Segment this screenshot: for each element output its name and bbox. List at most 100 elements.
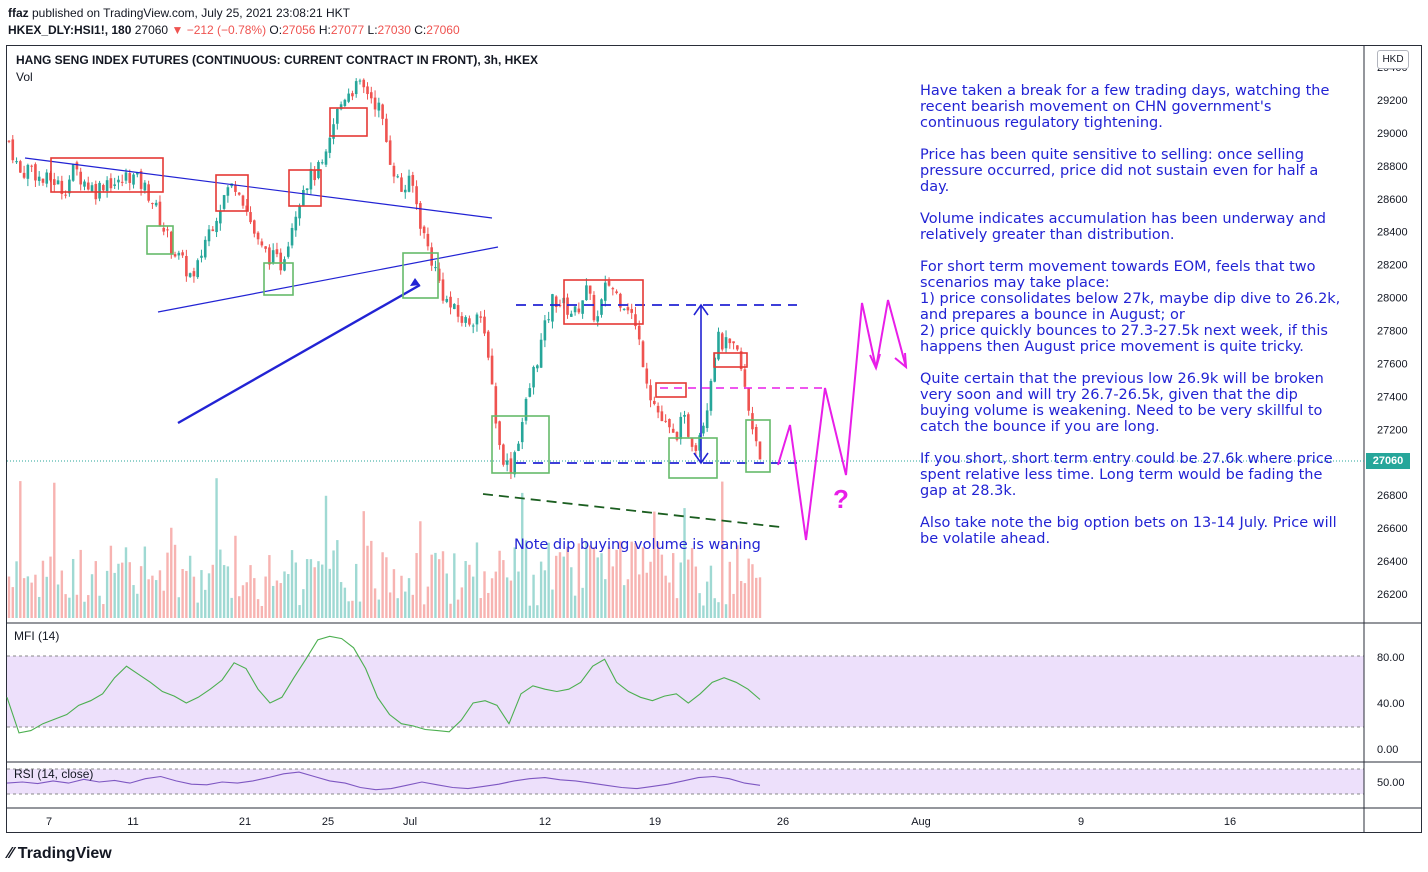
candle-body	[464, 317, 467, 323]
volume-bar	[702, 605, 705, 618]
volume-bar	[309, 559, 313, 618]
volume-bar	[83, 601, 86, 618]
candle-body	[279, 252, 283, 271]
candle-body	[211, 229, 215, 232]
candle-body	[551, 294, 554, 322]
volume-bar	[298, 605, 301, 618]
price-tick-label: 26600	[1377, 523, 1408, 535]
candle-body	[679, 416, 683, 440]
price-tick-label: 28000	[1377, 293, 1408, 305]
mfi-line	[6, 635, 761, 734]
green-box[interactable]	[263, 262, 294, 296]
red-box[interactable]	[288, 169, 322, 207]
candle-body	[203, 239, 207, 258]
volume-trendline[interactable]	[482, 493, 781, 528]
red-box[interactable]	[563, 279, 644, 325]
time-tick-label: Aug	[911, 816, 931, 828]
volume-bar	[483, 571, 486, 618]
green-box[interactable]	[146, 225, 174, 255]
price-tick-label: 26800	[1377, 490, 1408, 502]
candle-body	[660, 411, 664, 422]
volume-bar	[71, 558, 75, 618]
candle-body	[649, 385, 652, 401]
green-box[interactable]	[491, 415, 550, 474]
candle-body	[162, 227, 166, 232]
projection-zigzag[interactable]	[777, 299, 907, 541]
support-trendline[interactable]	[157, 246, 499, 313]
volume-bar	[419, 521, 422, 618]
currency-button[interactable]: HKD	[1377, 50, 1409, 69]
candle-body	[369, 92, 373, 99]
candle-body	[388, 140, 392, 165]
red-box[interactable]	[713, 352, 748, 368]
red-box[interactable]	[50, 157, 164, 193]
volume-bar	[694, 566, 698, 618]
price-tick-label: 29000	[1377, 128, 1408, 140]
red-box[interactable]	[655, 382, 687, 398]
green-box[interactable]	[745, 419, 771, 473]
volume-bar	[358, 601, 362, 618]
candle-body	[320, 162, 324, 164]
candle-body	[683, 414, 686, 417]
volume-bar	[449, 603, 452, 618]
mfi-tick-label: 80.00	[1377, 652, 1405, 664]
volume-bar	[717, 602, 720, 618]
volume-bar	[566, 546, 569, 618]
volume-bar	[64, 594, 67, 618]
volume-bar	[475, 542, 479, 618]
candle-body	[181, 252, 184, 256]
candles	[7, 78, 762, 480]
volume-bar	[332, 550, 335, 618]
breakout-arrow[interactable]	[177, 283, 421, 425]
red-box[interactable]	[215, 174, 249, 212]
candle-body	[56, 180, 60, 185]
volume-bar	[373, 588, 377, 618]
volume-bar	[68, 597, 71, 618]
volume-bar	[339, 582, 343, 618]
green-box[interactable]	[668, 437, 718, 479]
resistance-trendline[interactable]	[24, 157, 493, 219]
volume-bar	[668, 582, 671, 618]
volume-bar	[445, 573, 448, 618]
candle-body	[456, 305, 460, 317]
candle-body	[664, 420, 667, 422]
volume-bar	[45, 576, 48, 618]
volume-bar	[279, 583, 282, 618]
volume-note: Note dip buying volume is waning	[514, 537, 761, 553]
candle-body	[668, 419, 671, 428]
volume-bar	[611, 566, 615, 618]
volume-bar	[524, 540, 528, 618]
candle-body	[720, 333, 724, 350]
candle-body	[585, 285, 588, 301]
candle-body	[468, 318, 471, 325]
red-box[interactable]	[329, 107, 368, 137]
volume-bar	[622, 585, 626, 618]
candle-body	[736, 345, 739, 350]
candle-body	[509, 458, 513, 473]
candle-body	[517, 443, 520, 451]
candle-body	[377, 102, 381, 111]
candle-body	[479, 316, 483, 318]
candle-body	[22, 172, 26, 178]
volume-bars	[7, 478, 762, 618]
candle-body	[52, 179, 56, 186]
candle-body	[324, 151, 328, 165]
time-tick-label: 21	[239, 816, 251, 828]
candle-body	[630, 309, 633, 313]
candle-body	[256, 232, 260, 240]
arrow-head-icon	[410, 278, 420, 286]
volume-bar	[687, 559, 690, 618]
candle-body	[570, 313, 573, 317]
green-box[interactable]	[402, 252, 439, 299]
volume-bar	[653, 511, 656, 618]
volume-bar	[426, 586, 430, 618]
chart-frame[interactable]	[6, 45, 1422, 833]
publish-line: ffaz published on TradingView.com, July …	[8, 6, 350, 20]
volume-bar	[370, 540, 373, 618]
candle-body	[249, 212, 252, 223]
analysis-notes: Have taken a break for a few trading day…	[920, 83, 1350, 563]
volume-bar	[22, 578, 26, 618]
volume-bar	[37, 596, 41, 618]
price-tick-label: 28400	[1377, 227, 1408, 239]
